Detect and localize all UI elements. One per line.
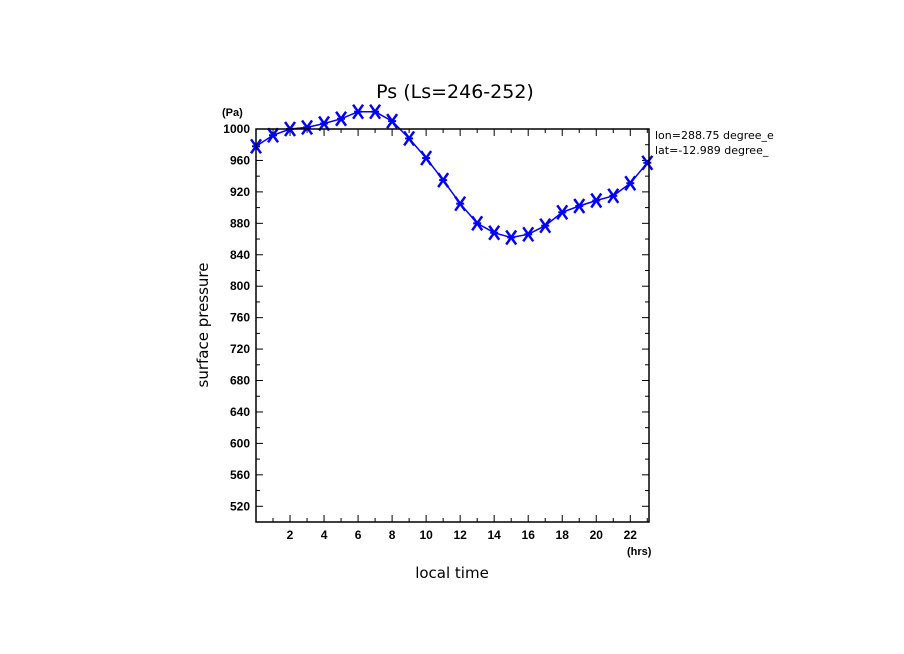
x-tick-label: 20 [590,528,604,542]
y-unit-label: (Pa) [222,107,243,119]
data-point [522,226,535,243]
annotation-lat: lat=-12.989 degree_ [655,144,769,157]
data-point [403,130,416,147]
data-point [335,111,348,127]
data-point [318,115,331,132]
x-tick-label: 10 [419,528,433,542]
y-tick-label: 960 [230,153,250,167]
x-tick-label: 2 [287,528,294,542]
plot-frame [255,128,650,523]
y-tick-label: 520 [230,499,250,513]
data-point [454,195,467,212]
y-tick-label: 800 [230,279,250,293]
data-point [266,127,280,144]
y-tick-label: 840 [230,248,250,262]
y-tick-label: 920 [230,185,250,199]
data-point [641,155,654,171]
x-tick-label: 18 [556,528,570,542]
data-point [607,188,620,204]
data-point [301,119,314,136]
chart-title: Ps (Ls=246-252) [376,81,534,103]
data-point [590,192,603,209]
data-point [505,229,518,246]
x-tick-label: 16 [522,528,536,542]
annotation-lon: lon=288.75 degree_e [655,129,774,142]
data-point [437,172,450,188]
data-point [556,204,569,221]
x-tick-labels: 2 4 6 8 10 12 14 16 18 20 22 [287,528,638,542]
y-tick-label: 640 [230,405,250,419]
y-tick-label: 560 [230,468,250,482]
data-point [488,225,501,241]
axis-ticks [256,128,649,523]
x-tick-label: 4 [321,528,328,542]
y-tick-label: 880 [230,216,250,230]
y-tick-label: 600 [230,436,250,450]
x-tick-label: 12 [453,528,467,542]
x-axis-label: local time [415,564,489,582]
y-tick-label: 720 [230,342,250,356]
data-point [573,198,586,214]
x-tick-label: 22 [624,528,638,542]
series-line [255,110,648,239]
y-tick-label: 760 [230,311,250,325]
data-point [624,175,637,191]
data-point [471,215,484,232]
x-unit-label: (hrs) [627,546,652,558]
data-point [420,150,433,166]
x-tick-label: 8 [389,528,396,542]
data-point [352,103,365,120]
series-markers [249,103,654,246]
y-tick-label: 1000 [223,122,250,136]
x-tick-label: 6 [355,528,362,542]
x-tick-label: 14 [488,528,502,542]
data-point [386,113,399,129]
y-axis-label: surface pressure [194,263,212,388]
y-tick-labels: 520 560 600 640 680 720 760 800 840 880 920 960 1000 [223,122,250,513]
y-tick-label: 680 [230,374,250,388]
data-point [539,217,552,234]
data-point [369,103,382,120]
